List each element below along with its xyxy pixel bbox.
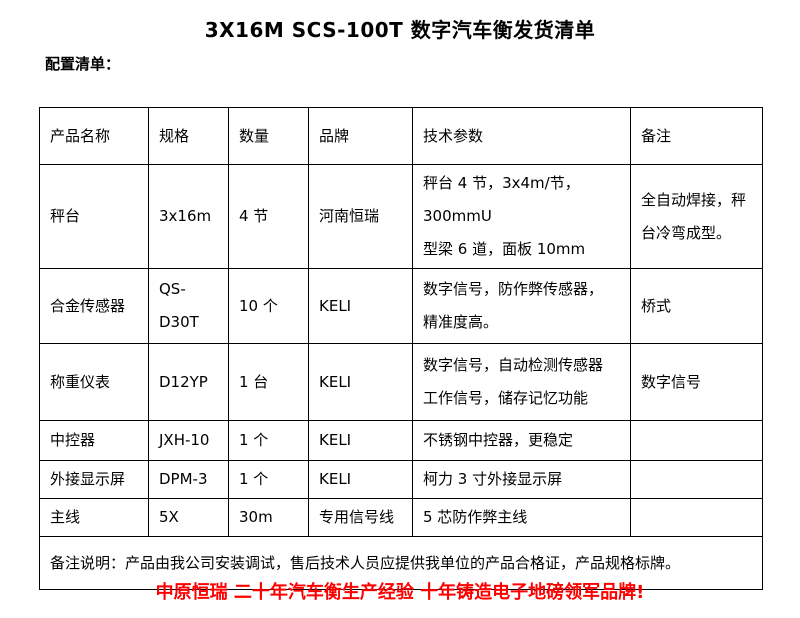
params-cell: 数字信号，自动检测传感器 工作信号，储存记忆功能 [412, 343, 631, 421]
brand-cell: 专用信号线 [308, 498, 413, 537]
product-name-cell: 中控器 [39, 420, 149, 461]
note-cell: 全自动焊接，秤 台冷弯成型。 [630, 164, 763, 269]
config-list-label: 配置清单： [45, 55, 121, 73]
header-product-name: 产品名称 [39, 107, 149, 165]
params-cell: 柯力 3 寸外接显示屏 [412, 460, 631, 499]
table-row: 主线 5X 30m 专用信号线 5 芯防作弊主线 [39, 498, 763, 537]
note-cell [630, 498, 763, 537]
qty-cell: 1 个 [228, 460, 309, 499]
qty-cell: 4 节 [228, 164, 309, 269]
page-title: 3X16M SCS-100T 数字汽车衡发货清单 [204, 18, 596, 42]
header-tech-params: 技术参数 [412, 107, 631, 165]
qty-cell: 30m [228, 498, 309, 537]
qty-cell: 10 个 [228, 268, 309, 344]
spec-cell: JXH-10 [148, 420, 229, 461]
header-brand: 品牌 [308, 107, 413, 165]
params-cell: 数字信号，防作弊传感器， 精准度高。 [412, 268, 631, 344]
brand-cell: KELI [308, 420, 413, 461]
product-name-cell: 合金传感器 [39, 268, 149, 344]
table-row: 中控器 JXH-10 1 个 KELI 不锈钢中控器，更稳定 [39, 420, 763, 461]
spec-cell: QS-D30T [148, 268, 229, 344]
brand-cell: KELI [308, 343, 413, 421]
params-cell: 秤台 4 节，3x4m/节，300mmU 型梁 6 道，面板 10mm [412, 164, 631, 269]
product-name-cell: 称重仪表 [39, 343, 149, 421]
header-spec: 规格 [148, 107, 229, 165]
brand-cell: KELI [308, 460, 413, 499]
note-cell [630, 460, 763, 499]
qty-cell: 1 个 [228, 420, 309, 461]
table-row: 称重仪表 D12YP 1 台 KELI 数字信号，自动检测传感器 工作信号，储存… [39, 343, 763, 421]
brand-cell: KELI [308, 268, 413, 344]
params-cell: 不锈钢中控器，更稳定 [412, 420, 631, 461]
spec-cell: 3x16m [148, 164, 229, 269]
qty-cell: 1 台 [228, 343, 309, 421]
table-header-row: 产品名称 规格 数量 品牌 技术参数 备注 [39, 107, 763, 165]
remark-cell: 备注说明：产品由我公司安装调试，售后技术人员应提供我单位的产品合格证，产品规格标… [39, 536, 763, 590]
header-qty: 数量 [228, 107, 309, 165]
spec-cell: 5X [148, 498, 229, 537]
spec-cell: DPM-3 [148, 460, 229, 499]
table-row: 合金传感器 QS-D30T 10 个 KELI 数字信号，防作弊传感器， 精准度… [39, 268, 763, 344]
header-note: 备注 [630, 107, 763, 165]
note-cell: 数字信号 [630, 343, 763, 421]
shipping-list-table: 产品名称 规格 数量 品牌 技术参数 备注 秤台 3x16m 4 节 河南恒瑞 … [39, 107, 763, 590]
product-name-cell: 外接显示屏 [39, 460, 149, 499]
spec-cell: D12YP [148, 343, 229, 421]
brand-cell: 河南恒瑞 [308, 164, 413, 269]
table-row: 外接显示屏 DPM-3 1 个 KELI 柯力 3 寸外接显示屏 [39, 460, 763, 499]
note-cell: 桥式 [630, 268, 763, 344]
table-row: 秤台 3x16m 4 节 河南恒瑞 秤台 4 节，3x4m/节，300mmU 型… [39, 164, 763, 269]
note-cell [630, 420, 763, 461]
product-name-cell: 秤台 [39, 164, 149, 269]
table-remark-row: 备注说明：产品由我公司安装调试，售后技术人员应提供我单位的产品合格证，产品规格标… [39, 536, 763, 590]
footer-slogan: 中原恒瑞 二十年汽车衡生产经验 十年铸造电子地磅领军品牌! [155, 582, 645, 603]
params-cell: 5 芯防作弊主线 [412, 498, 631, 537]
product-name-cell: 主线 [39, 498, 149, 537]
